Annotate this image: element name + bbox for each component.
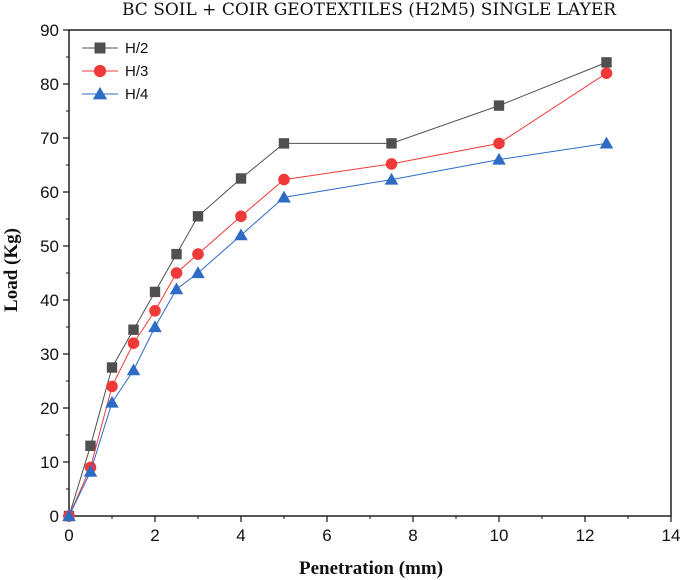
data-point-0 (192, 211, 204, 222)
legend-marker-1 (93, 64, 107, 78)
legend-label-2: H/4 (125, 86, 148, 103)
data-point-2 (234, 228, 248, 241)
data-point-1 (600, 67, 613, 79)
data-point-0 (386, 138, 397, 149)
y-tick-label: 80 (40, 75, 59, 94)
y-tick-label: 70 (40, 129, 59, 148)
data-point-0 (171, 248, 182, 260)
y-tick-label: 20 (40, 399, 59, 418)
data-point-1 (235, 210, 247, 223)
data-point-2 (83, 464, 98, 477)
series-line-0 (68, 61, 607, 517)
y-tick-label: 90 (40, 21, 59, 40)
data-point-2 (148, 320, 162, 333)
data-point-2 (62, 509, 76, 522)
data-point-1 (278, 173, 290, 186)
data-point-1 (385, 158, 398, 170)
data-point-0 (106, 362, 118, 373)
data-point-0 (235, 173, 247, 184)
data-point-1 (192, 248, 204, 260)
x-tick-label: 10 (490, 526, 509, 545)
legend: H/2 H/3 H/4 (82, 40, 148, 103)
legend-marker-0 (94, 42, 106, 54)
x-tick-label: 6 (322, 526, 331, 545)
data-point-2 (169, 282, 184, 295)
data-point-2 (599, 136, 614, 149)
data-point-1 (106, 380, 118, 393)
x-tick-label: 14 (662, 526, 681, 545)
data-point-0 (85, 440, 96, 451)
x-tick-label: 2 (150, 526, 159, 545)
legend-label-0: H/2 (125, 40, 148, 57)
chart-title: BC SOIL + COIR GEOTEXTILES (H2M5) SINGLE… (122, 0, 617, 20)
data-point-1 (170, 267, 183, 279)
data-point-2 (492, 152, 506, 165)
data-point-1 (149, 305, 161, 317)
y-tick-label: 10 (40, 453, 59, 472)
x-tick-label: 4 (236, 526, 245, 545)
y-tick-label: 40 (40, 291, 59, 310)
plot-area: 0 2 4 6 8 10 12 14 0 10 20 30 40 50 60 70 80 90 (40, 21, 680, 545)
data-point-0 (278, 138, 290, 149)
series-line-2 (68, 142, 607, 517)
data-point-2 (126, 363, 141, 376)
legend-label-1: H/3 (125, 63, 148, 80)
y-tick-label: 60 (40, 183, 59, 202)
data-point-2 (384, 172, 399, 185)
x-tick-label: 0 (64, 526, 73, 545)
plot-frame (68, 29, 672, 517)
data-point-2 (105, 395, 119, 408)
data-point-1 (127, 337, 140, 350)
y-tick-label: 30 (40, 345, 59, 364)
data-point-0 (149, 286, 161, 298)
data-point-0 (601, 57, 612, 68)
y-axis-title: Load (Kg) (1, 228, 22, 312)
y-tick-label: 50 (40, 237, 59, 256)
data-point-2 (277, 190, 291, 203)
data-point-0 (493, 100, 505, 111)
data-point-1 (493, 137, 505, 150)
x-tick-label: 12 (576, 526, 595, 545)
y-tick-label: 0 (50, 507, 59, 526)
x-axis-title: Penetration (mm) (299, 558, 443, 579)
x-tick-label: 8 (408, 526, 417, 545)
data-point-0 (128, 324, 139, 335)
series-line-1 (68, 72, 607, 517)
data-point-2 (191, 266, 205, 279)
legend-marker-2 (92, 86, 108, 100)
